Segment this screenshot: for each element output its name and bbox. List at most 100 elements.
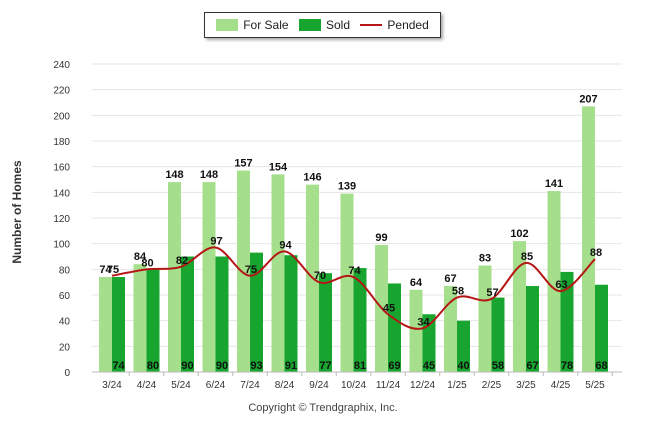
for-sale-bar	[582, 106, 595, 372]
pended-value-label: 75	[245, 264, 257, 276]
for-sale-bar	[547, 191, 561, 372]
sold-bar	[491, 297, 505, 372]
y-tick-label: 40	[59, 317, 71, 328]
pended-swatch	[360, 24, 383, 26]
sold-value-label: 74	[112, 360, 125, 372]
for-sale-value-label: 64	[410, 277, 423, 289]
for-sale-value-label: 84	[134, 251, 147, 263]
pended-line-path	[111, 246, 596, 330]
sold-value-label: 67	[526, 360, 538, 372]
for-sale-value-label: 74	[99, 264, 112, 276]
for-sale-bar	[99, 277, 112, 372]
sold-value-label: 40	[457, 360, 469, 372]
chart-legend: For Sale Sold Pended	[204, 12, 441, 38]
sold-bar	[422, 314, 436, 372]
pended-value-label: 57	[486, 287, 498, 299]
for-sale-value-label: 146	[303, 172, 321, 184]
x-tick-label: 3/24	[102, 380, 122, 391]
y-tick-label: 160	[53, 163, 70, 174]
y-tick-label: 0	[64, 368, 70, 379]
x-tick-label: 12/24	[410, 380, 435, 391]
for-sale-value-label: 148	[165, 169, 183, 181]
pended-value-label: 74	[348, 265, 361, 277]
sold-bar	[388, 283, 401, 372]
sold-bar	[319, 273, 332, 372]
x-tick-label: 1/25	[447, 380, 467, 391]
pended-value-label: 75	[107, 264, 119, 276]
bars	[99, 106, 608, 372]
legend-item-for-sale[interactable]: For Sale	[216, 18, 289, 32]
for-sale-value-label: 154	[269, 161, 288, 173]
data-labels: 7474758480801489082148909715793751549194…	[99, 93, 607, 372]
axes: 0 20 40 60 80 100 120 140 160 180 200 220 240 3/24 4/2…	[53, 60, 622, 391]
sold-swatch	[298, 19, 321, 31]
pended-value-label: 70	[314, 270, 326, 282]
for-sale-bar	[513, 241, 526, 372]
y-tick-label: 240	[53, 60, 70, 71]
for-sale-bar	[409, 289, 423, 372]
y-tick-label: 200	[53, 111, 70, 122]
sold-value-label: 91	[285, 360, 297, 372]
for-sale-bar	[202, 182, 216, 372]
sold-value-label: 58	[492, 360, 504, 372]
sold-value-label: 93	[250, 360, 262, 372]
for-sale-bar	[340, 193, 354, 372]
sold-bar	[181, 256, 194, 372]
for-sale-swatch	[216, 19, 239, 31]
pended-value-label: 45	[383, 302, 395, 314]
sold-bar	[146, 269, 160, 372]
sold-value-label: 69	[388, 360, 400, 372]
sold-value-label: 90	[216, 360, 228, 372]
for-sale-value-label: 83	[479, 252, 491, 264]
for-sale-bar	[271, 174, 285, 372]
sold-value-label: 81	[354, 360, 366, 372]
x-tick-label: 7/24	[240, 380, 260, 391]
x-tick-label: 4/25	[551, 380, 571, 391]
sold-value-label: 68	[595, 360, 607, 372]
for-sale-value-label: 148	[200, 169, 218, 181]
x-tick-label: 5/25	[585, 380, 605, 391]
y-tick-label: 140	[53, 188, 70, 199]
y-tick-label: 100	[53, 240, 70, 251]
y-tick-label: 120	[53, 214, 70, 225]
for-sale-value-label: 99	[375, 232, 387, 244]
x-tick-label: 5/24	[171, 380, 191, 391]
sold-bar	[526, 286, 539, 372]
for-sale-value-label: 157	[234, 158, 252, 170]
y-tick-label: 220	[53, 86, 70, 97]
pended-value-label: 97	[210, 236, 222, 248]
sold-bar	[112, 277, 125, 372]
for-sale-value-label: 141	[545, 178, 563, 190]
legend-label-sold: Sold	[325, 18, 350, 32]
pended-value-label: 94	[279, 239, 292, 251]
x-tick-label: 4/24	[137, 380, 157, 391]
for-sale-bar	[478, 265, 492, 372]
legend-label-for-sale: For Sale	[243, 18, 289, 32]
x-tick-label: 11/24	[376, 380, 401, 391]
legend-item-pended[interactable]: Pended	[360, 18, 429, 32]
for-sale-value-label: 102	[510, 228, 528, 240]
y-tick-label: 20	[59, 342, 71, 353]
for-sale-bar	[133, 264, 147, 372]
sold-value-label: 90	[181, 360, 193, 372]
legend-label-pended: Pended	[387, 18, 429, 32]
sold-value-label: 45	[423, 360, 435, 372]
copyright-text: Copyright © Trendgraphix, Inc.	[248, 402, 398, 414]
for-sale-bar	[168, 182, 181, 372]
pended-line	[111, 246, 596, 330]
x-tick-label: 3/25	[516, 380, 536, 391]
sold-bar	[457, 320, 470, 372]
pended-value-label: 82	[176, 255, 188, 267]
pended-value-label: 80	[141, 257, 153, 269]
sold-bar	[215, 256, 229, 372]
x-tick-label: 8/24	[275, 380, 295, 391]
for-sale-value-label: 207	[579, 93, 597, 105]
pended-value-label: 85	[521, 251, 533, 263]
for-sale-value-label: 139	[338, 181, 356, 193]
y-tick-label: 180	[53, 137, 70, 148]
legend-item-sold[interactable]: Sold	[298, 18, 350, 32]
y-tick-label: 80	[59, 265, 71, 276]
sold-bar	[284, 255, 298, 372]
sold-bar	[353, 268, 367, 372]
pended-value-label: 58	[452, 286, 464, 298]
